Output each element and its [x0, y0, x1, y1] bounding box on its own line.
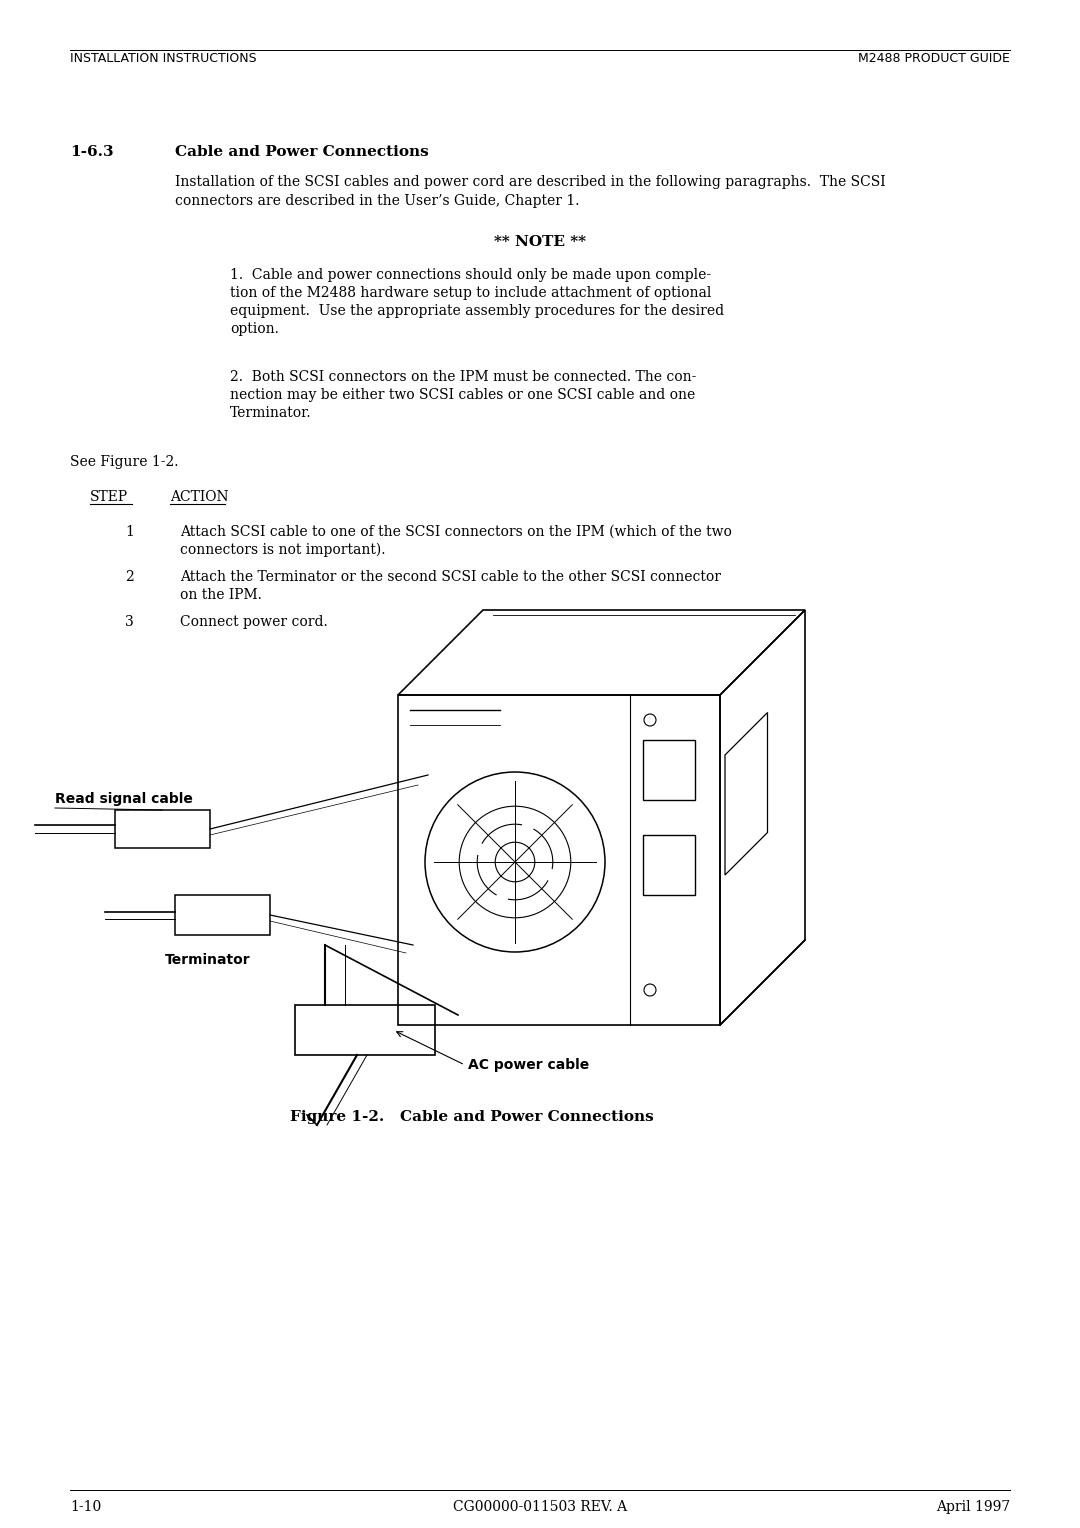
Text: 1.  Cable and power connections should only be made upon comple-: 1. Cable and power connections should on… — [230, 267, 711, 283]
Text: option.: option. — [230, 322, 279, 336]
Text: equipment.  Use the appropriate assembly procedures for the desired: equipment. Use the appropriate assembly … — [230, 304, 724, 318]
Text: M2488 PRODUCT GUIDE: M2488 PRODUCT GUIDE — [859, 52, 1010, 66]
Text: ** NOTE **: ** NOTE ** — [494, 235, 586, 249]
Text: 2.  Both SCSI connectors on the IPM must be connected. The con-: 2. Both SCSI connectors on the IPM must … — [230, 370, 697, 384]
Text: Figure 1-2.   Cable and Power Connections: Figure 1-2. Cable and Power Connections — [291, 1109, 653, 1125]
Text: AC power cable: AC power cable — [468, 1057, 590, 1073]
Text: connectors is not important).: connectors is not important). — [180, 542, 386, 558]
Text: ACTION: ACTION — [170, 490, 229, 504]
Text: Connect power cord.: Connect power cord. — [180, 614, 327, 630]
Text: tion of the M2488 hardware setup to include attachment of optional: tion of the M2488 hardware setup to incl… — [230, 286, 712, 299]
Text: 3: 3 — [125, 614, 134, 630]
Text: 1-10: 1-10 — [70, 1500, 102, 1514]
Text: Cable and Power Connections: Cable and Power Connections — [175, 145, 429, 159]
Text: Installation of the SCSI cables and power cord are described in the following pa: Installation of the SCSI cables and powe… — [175, 176, 886, 189]
Text: April 1997: April 1997 — [935, 1500, 1010, 1514]
Text: 2: 2 — [125, 570, 134, 584]
Text: Terminator.: Terminator. — [230, 406, 312, 420]
Text: INSTALLATION INSTRUCTIONS: INSTALLATION INSTRUCTIONS — [70, 52, 257, 66]
Text: connectors are described in the User’s Guide, Chapter 1.: connectors are described in the User’s G… — [175, 194, 580, 208]
Text: Attach SCSI cable to one of the SCSI connectors on the IPM (which of the two: Attach SCSI cable to one of the SCSI con… — [180, 526, 732, 539]
Text: Attach the Terminator or the second SCSI cable to the other SCSI connector: Attach the Terminator or the second SCSI… — [180, 570, 721, 584]
Text: CG00000-011503 REV. A: CG00000-011503 REV. A — [453, 1500, 627, 1514]
Text: Read signal cable: Read signal cable — [55, 792, 193, 805]
Text: 1: 1 — [125, 526, 134, 539]
Text: on the IPM.: on the IPM. — [180, 588, 261, 602]
Text: Terminator: Terminator — [165, 953, 251, 967]
Text: STEP: STEP — [90, 490, 129, 504]
Text: nection may be either two SCSI cables or one SCSI cable and one: nection may be either two SCSI cables or… — [230, 388, 696, 402]
Text: 1-6.3: 1-6.3 — [70, 145, 113, 159]
Text: See Figure 1-2.: See Figure 1-2. — [70, 455, 178, 469]
